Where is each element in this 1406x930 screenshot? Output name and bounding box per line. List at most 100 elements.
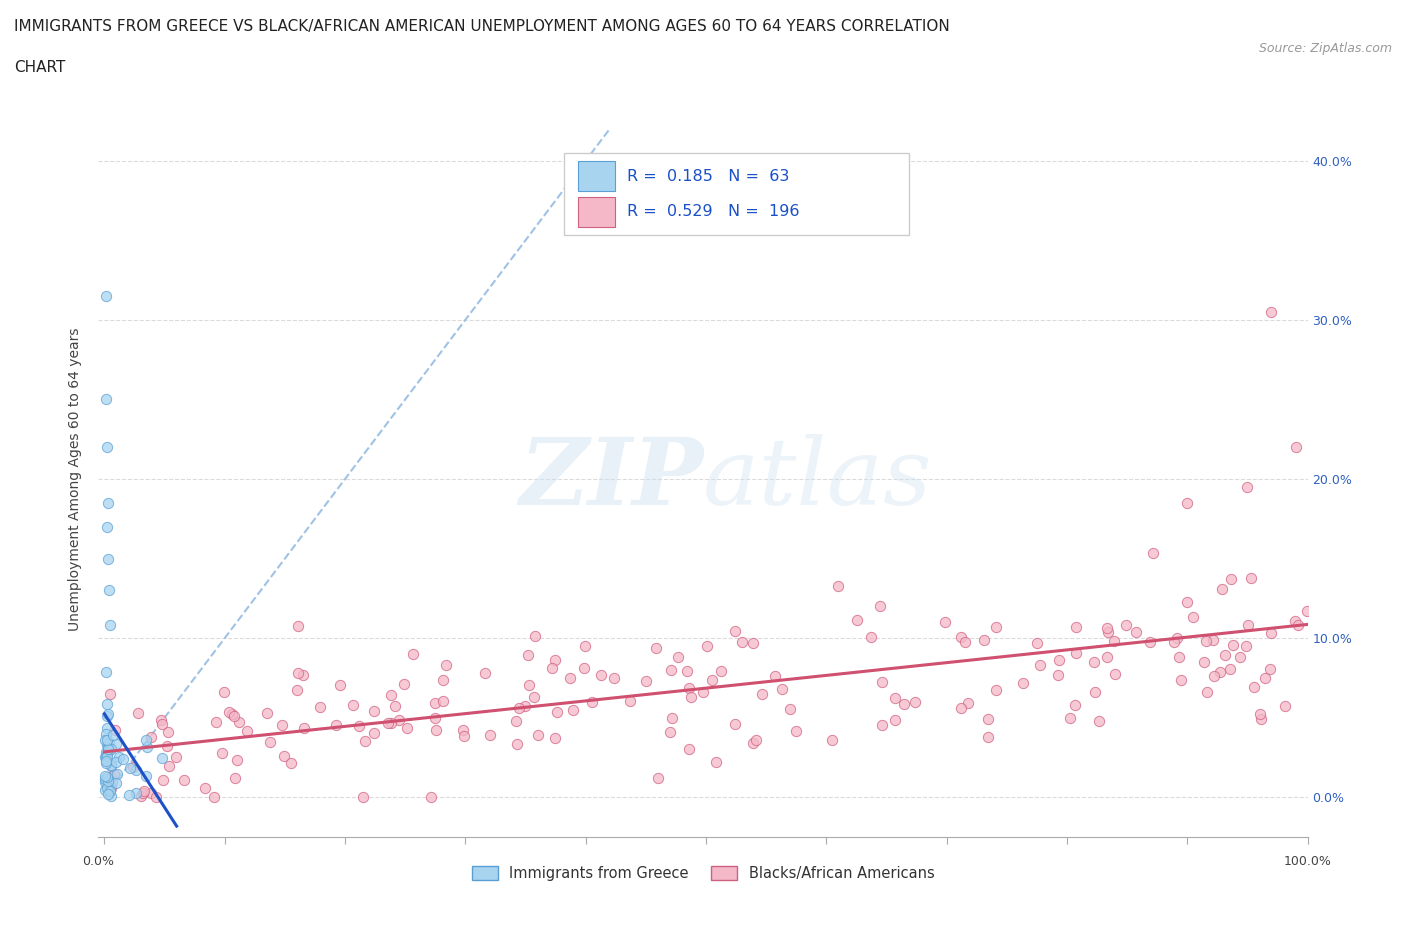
Point [96, 733, 118, 748]
Point [742, 636, 765, 651]
Point [581, 695, 603, 710]
Point [870, 674, 893, 689]
Point [763, 669, 786, 684]
Point [96, 709, 118, 724]
Point [953, 634, 976, 649]
Point [1192, 655, 1215, 670]
Point [97, 777, 120, 791]
Point [349, 719, 371, 734]
Point [678, 741, 700, 756]
Point [543, 653, 565, 668]
Point [976, 711, 998, 726]
Point [205, 715, 228, 730]
Point [425, 723, 447, 737]
Point [1254, 671, 1277, 685]
Point [132, 783, 155, 798]
Point [98, 583, 121, 598]
Point [1175, 496, 1198, 511]
Point [860, 630, 883, 644]
Point [273, 748, 295, 763]
Point [104, 776, 127, 790]
Point [96, 780, 118, 795]
Point [96, 721, 118, 736]
Point [432, 672, 454, 687]
Point [287, 666, 309, 681]
Point [1142, 546, 1164, 561]
Point [96, 775, 118, 790]
Point [145, 790, 167, 804]
Point [731, 634, 754, 649]
Point [97, 774, 120, 789]
Point [388, 712, 411, 727]
Point [1286, 618, 1309, 632]
Point [135, 769, 157, 784]
Point [745, 732, 768, 747]
Point [574, 638, 596, 653]
Point [380, 715, 402, 730]
Point [562, 702, 585, 717]
Point [785, 724, 807, 738]
Point [1219, 662, 1241, 677]
Point [1194, 634, 1216, 649]
Point [150, 716, 173, 731]
Point [218, 704, 240, 719]
Point [96, 746, 118, 761]
Point [225, 753, 247, 768]
Point [100, 770, 122, 785]
Point [100, 757, 122, 772]
Point [96, 440, 118, 455]
Point [950, 701, 973, 716]
Point [111, 751, 134, 766]
Text: CHART: CHART [14, 60, 66, 75]
Point [603, 671, 626, 685]
Point [100, 789, 122, 804]
Point [647, 771, 669, 786]
Point [517, 677, 540, 692]
Point [883, 690, 905, 705]
Point [658, 724, 681, 739]
Point [893, 697, 915, 711]
Point [527, 727, 550, 742]
Point [377, 716, 399, 731]
Point [522, 690, 544, 705]
Y-axis label: Unemployment Among Ages 60 to 64 years: Unemployment Among Ages 60 to 64 years [69, 327, 83, 631]
Point [1115, 618, 1137, 632]
Point [129, 789, 152, 804]
Point [1284, 440, 1306, 455]
Point [1250, 711, 1272, 726]
Point [634, 673, 657, 688]
Point [869, 599, 891, 614]
Point [770, 682, 793, 697]
Point [1260, 625, 1282, 640]
Point [1011, 676, 1033, 691]
Point [950, 630, 973, 644]
Point [742, 736, 765, 751]
Point [619, 694, 641, 709]
Point [1095, 650, 1118, 665]
Point [97, 737, 120, 752]
Point [692, 685, 714, 700]
Point [96, 697, 118, 711]
Point [1236, 480, 1258, 495]
Legend: Immigrants from Greece, Blacks/African Americans: Immigrants from Greece, Blacks/African A… [465, 860, 941, 887]
Point [956, 696, 979, 711]
Point [505, 714, 527, 729]
Point [661, 711, 683, 725]
Point [221, 706, 243, 721]
Point [105, 737, 128, 751]
Point [1237, 618, 1260, 632]
Text: 0.0%: 0.0% [83, 855, 114, 868]
Point [97, 786, 120, 801]
Point [93, 782, 115, 797]
Point [212, 684, 235, 699]
Point [1166, 631, 1188, 645]
Point [1047, 668, 1070, 683]
Point [100, 742, 122, 757]
Point [94, 726, 117, 741]
Point [165, 750, 187, 764]
Point [104, 754, 127, 769]
Point [751, 686, 773, 701]
Point [1059, 711, 1081, 725]
Point [173, 773, 195, 788]
Point [94, 771, 117, 786]
